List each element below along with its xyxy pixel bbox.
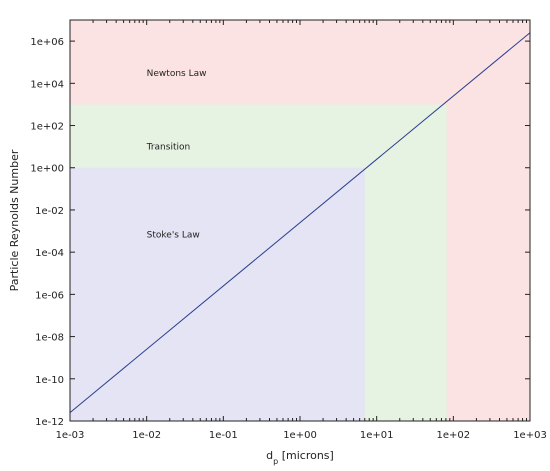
y-axis-title: Particle Reynolds Number	[8, 149, 21, 291]
x-tick-label: 1e+01	[360, 430, 394, 441]
x-tick-label: 1e+03	[513, 430, 547, 441]
ticks-layer: 1e-03 1e-02 1e-01 1e+00 1e+01 1e+02 1e+03 1e-12…	[30, 20, 547, 441]
x-axis-title: dp [microns]	[266, 449, 334, 466]
series-layer	[69, 32, 531, 413]
x-axis-title-unit: [microns]	[278, 449, 334, 462]
x-tick-label: 1e+02	[437, 430, 471, 441]
y-tick-label: 1e-04	[35, 248, 64, 259]
y-tick-label: 1e+02	[30, 122, 64, 133]
regions-layer: Newtons Law Transition Stoke's Law	[70, 20, 530, 421]
x-axis-title-main: d	[266, 449, 273, 462]
region-label-stoke-s-law: Stoke's Law	[147, 230, 200, 240]
plot-frame	[69, 19, 531, 422]
region-label-transition: Transition	[146, 143, 191, 153]
y-tick-label: 1e-10	[35, 375, 64, 386]
x-axis-title-subscript: p	[273, 457, 278, 466]
x-tick-label: 1e+00	[283, 430, 317, 441]
y-tick-label: 1e+04	[30, 79, 64, 90]
y-tick-label: 1e-12	[35, 417, 64, 428]
x-tick-label: 1e-01	[209, 430, 238, 441]
series-line	[69, 32, 531, 413]
y-tick-label: 1e+06	[30, 37, 64, 48]
x-tick-label: 1e-02	[132, 430, 161, 441]
region-label-newtons-law: Newtons Law	[147, 69, 207, 79]
x-tick-label: 1e-03	[56, 430, 85, 441]
y-tick-label: 1e-02	[35, 206, 64, 217]
y-tick-label: 1e-08	[35, 333, 64, 344]
y-tick-label: 1e-06	[35, 290, 64, 301]
y-tick-label: 1e+00	[30, 164, 64, 175]
